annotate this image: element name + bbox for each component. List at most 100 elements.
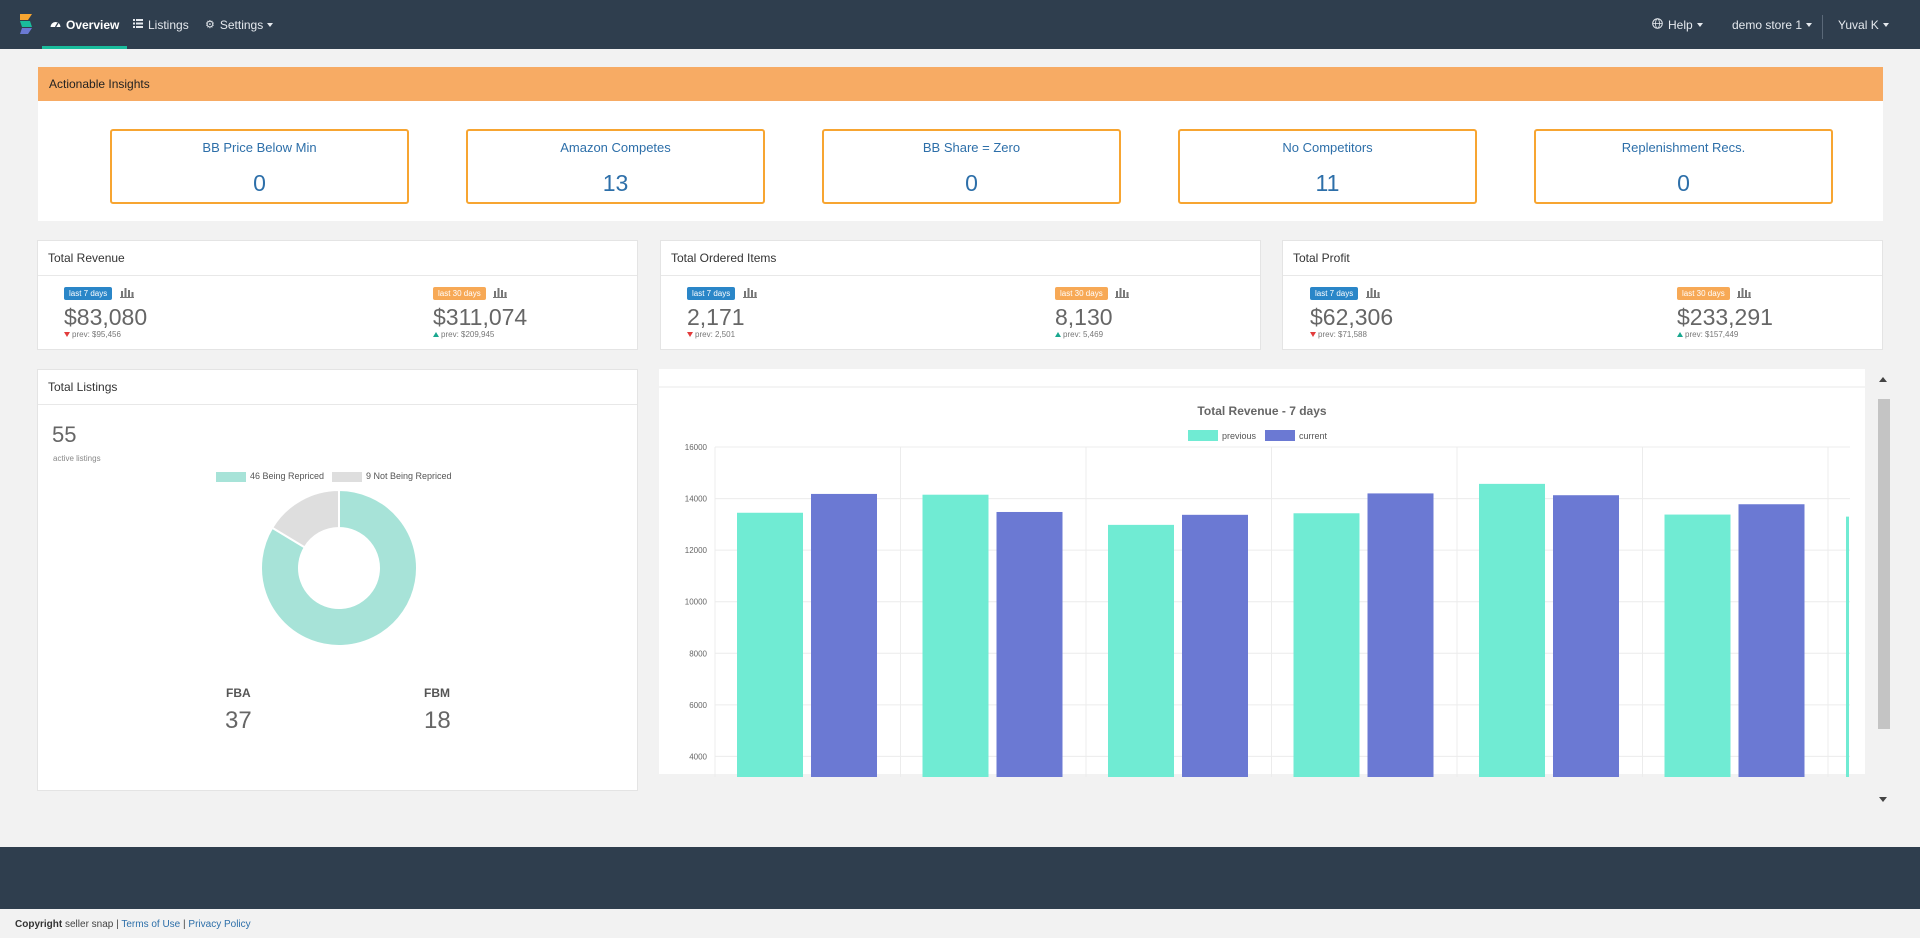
total-ordered-items-panel: Total Ordered Items last 7 days 2,171 pr… (660, 240, 1261, 350)
stat-prev: prev: $95,456 (64, 330, 147, 339)
chevron-down-icon (1696, 22, 1703, 27)
badge-last-30-days[interactable]: last 30 days (1677, 287, 1730, 301)
donut-slice-not-being-repriced[interactable] (270, 488, 340, 549)
trend-up-icon (433, 331, 439, 337)
total-profit-panel: Total Profit last 7 days $62,306 prev: $… (1282, 240, 1883, 350)
chart-bottom-band (659, 774, 1865, 777)
bar-current-5[interactable] (1553, 495, 1619, 777)
legend-swatch-current[interactable] (1265, 430, 1295, 441)
badge-last-7-days[interactable]: last 7 days (1310, 287, 1359, 301)
stat-prev-text: prev: $157,449 (1685, 329, 1739, 339)
bar-chart-icon[interactable] (493, 287, 508, 301)
legend-label: 46 Being Repriced (250, 471, 325, 481)
bar-current-6[interactable] (1738, 504, 1805, 777)
badge-last-7-days[interactable]: last 7 days (687, 287, 736, 301)
chart-grid: 4000 6000 8000 10000 12000 14000 16000 (685, 443, 1850, 777)
repricing-donut-chart[interactable] (259, 488, 419, 648)
bar-previous-2[interactable] (922, 494, 989, 777)
legend-being-repriced[interactable]: 46 Being Repriced (216, 471, 324, 482)
insight-card-amazon-competes[interactable]: Amazon Competes 13 (466, 129, 765, 204)
stat-value: $233,291 (1677, 303, 1773, 330)
y-tick-label: 4000 (689, 752, 707, 761)
total-revenue-panel: Total Revenue last 7 days $83,080 prev: … (37, 240, 638, 350)
fbm-value: 18 (424, 707, 451, 734)
insight-value: 13 (602, 170, 629, 196)
badge-last-30-days[interactable]: last 30 days (433, 287, 486, 301)
bar-previous-3[interactable] (1108, 524, 1174, 777)
list-icon (133, 18, 143, 31)
stat-30-days: last 30 days $233,291 prev: $157,449 (1677, 286, 1773, 339)
insight-title: Amazon Competes (560, 140, 671, 155)
store-selector[interactable]: demo store 1 (1732, 0, 1813, 49)
total-listings-panel: Total Listings 55 active listings 46 Bei… (37, 369, 638, 791)
legend-label-previous: previous (1222, 431, 1257, 441)
gear-icon: ⚙ (205, 19, 215, 31)
bar-previous-4[interactable] (1293, 513, 1360, 777)
top-navbar: Overview Listings ⚙ Settings Help demo s… (0, 0, 1920, 49)
bar-current-3[interactable] (1182, 514, 1248, 777)
nav-divider (1822, 15, 1823, 39)
insight-card-replenishment-recs[interactable]: Replenishment Recs. 0 (1534, 129, 1833, 204)
bar-current-1[interactable] (811, 493, 877, 777)
badge-last-30-days[interactable]: last 30 days (1055, 287, 1108, 301)
bar-chart-icon[interactable] (1737, 287, 1752, 301)
donut-slice-being-repriced[interactable] (260, 488, 418, 647)
bar-current-2[interactable] (996, 511, 1063, 777)
bar-current-4[interactable] (1367, 493, 1434, 777)
bar-chart-icon[interactable] (742, 287, 757, 301)
legend-not-being-repriced[interactable]: 9 Not Being Repriced (332, 471, 452, 482)
stat-prev-text: prev: $95,456 (72, 329, 121, 339)
seller-snap-logo[interactable] (18, 12, 34, 36)
scrollbar-thumb[interactable] (1878, 399, 1890, 729)
stat-30-days: last 30 days $311,074 prev: $209,945 (433, 286, 527, 339)
chart-legend: previous current (1188, 430, 1328, 441)
badge-last-7-days[interactable]: last 7 days (64, 287, 113, 301)
nav-overview[interactable]: Overview (42, 0, 128, 49)
privacy-link[interactable]: Privacy Policy (188, 919, 251, 930)
nav-settings-label: Settings (219, 17, 264, 32)
trend-down-icon (687, 331, 693, 337)
stat-prev: prev: $71,588 (1310, 330, 1393, 339)
stat-30-days: last 30 days 8,130 prev: 5,469 (1055, 286, 1130, 339)
insight-card-bb-price-below-min[interactable]: BB Price Below Min 0 (110, 129, 409, 204)
copyright-label: Copyright (15, 919, 63, 930)
stat-7-days: last 7 days $62,306 prev: $71,588 (1310, 286, 1393, 339)
bar-chart-icon[interactable] (1115, 287, 1130, 301)
insight-card-bb-share-zero[interactable]: BB Share = Zero 0 (822, 129, 1121, 204)
nav-help[interactable]: Help (1652, 0, 1703, 49)
listing-subtitle: active listings (53, 454, 101, 463)
insight-title: BB Price Below Min (202, 140, 317, 155)
globe-icon (1652, 17, 1663, 32)
scroll-up-arrow-icon[interactable] (1879, 377, 1887, 382)
bar-previous-1[interactable] (737, 512, 803, 777)
bar-previous-5[interactable] (1479, 483, 1545, 777)
actionable-insights-panel: Actionable Insights BB Price Below Min 0… (38, 67, 1883, 221)
y-tick-label: 12000 (685, 546, 708, 555)
revenue-bar-chart[interactable]: Total Revenue - 7 days previous current 4… (659, 369, 1865, 777)
chevron-down-icon (1882, 22, 1889, 27)
bar-previous-6[interactable] (1664, 514, 1731, 777)
scroll-down-arrow-icon[interactable] (1879, 797, 1887, 802)
page-scrollbar[interactable] (1876, 369, 1890, 809)
stat-prev: prev: 2,501 (687, 330, 757, 339)
legend-swatch-previous[interactable] (1188, 430, 1218, 441)
legend-swatch (332, 471, 362, 482)
stat-value: 8,130 (1055, 303, 1113, 330)
stat-prev: prev: $157,449 (1677, 330, 1773, 339)
listing-count: 55 (52, 422, 77, 447)
panel-title: Total Ordered Items (661, 241, 1260, 276)
footer-band (0, 847, 1920, 909)
terms-link[interactable]: Terms of Use (121, 919, 181, 930)
stat-value: $311,074 (433, 303, 528, 330)
nav-listings[interactable]: Listings (133, 0, 189, 49)
nav-settings[interactable]: ⚙ Settings (205, 0, 274, 49)
y-tick-label: 14000 (685, 495, 708, 504)
chevron-down-icon (267, 22, 274, 27)
bar-chart-icon[interactable] (119, 287, 134, 301)
insight-value: 0 (965, 170, 978, 196)
insight-title: BB Share = Zero (922, 140, 1021, 155)
bar-chart-icon[interactable] (1365, 287, 1380, 301)
insight-title: Replenishment Recs. (1621, 140, 1746, 155)
user-menu[interactable]: Yuval K (1838, 0, 1889, 49)
insight-card-no-competitors[interactable]: No Competitors 11 (1178, 129, 1477, 204)
